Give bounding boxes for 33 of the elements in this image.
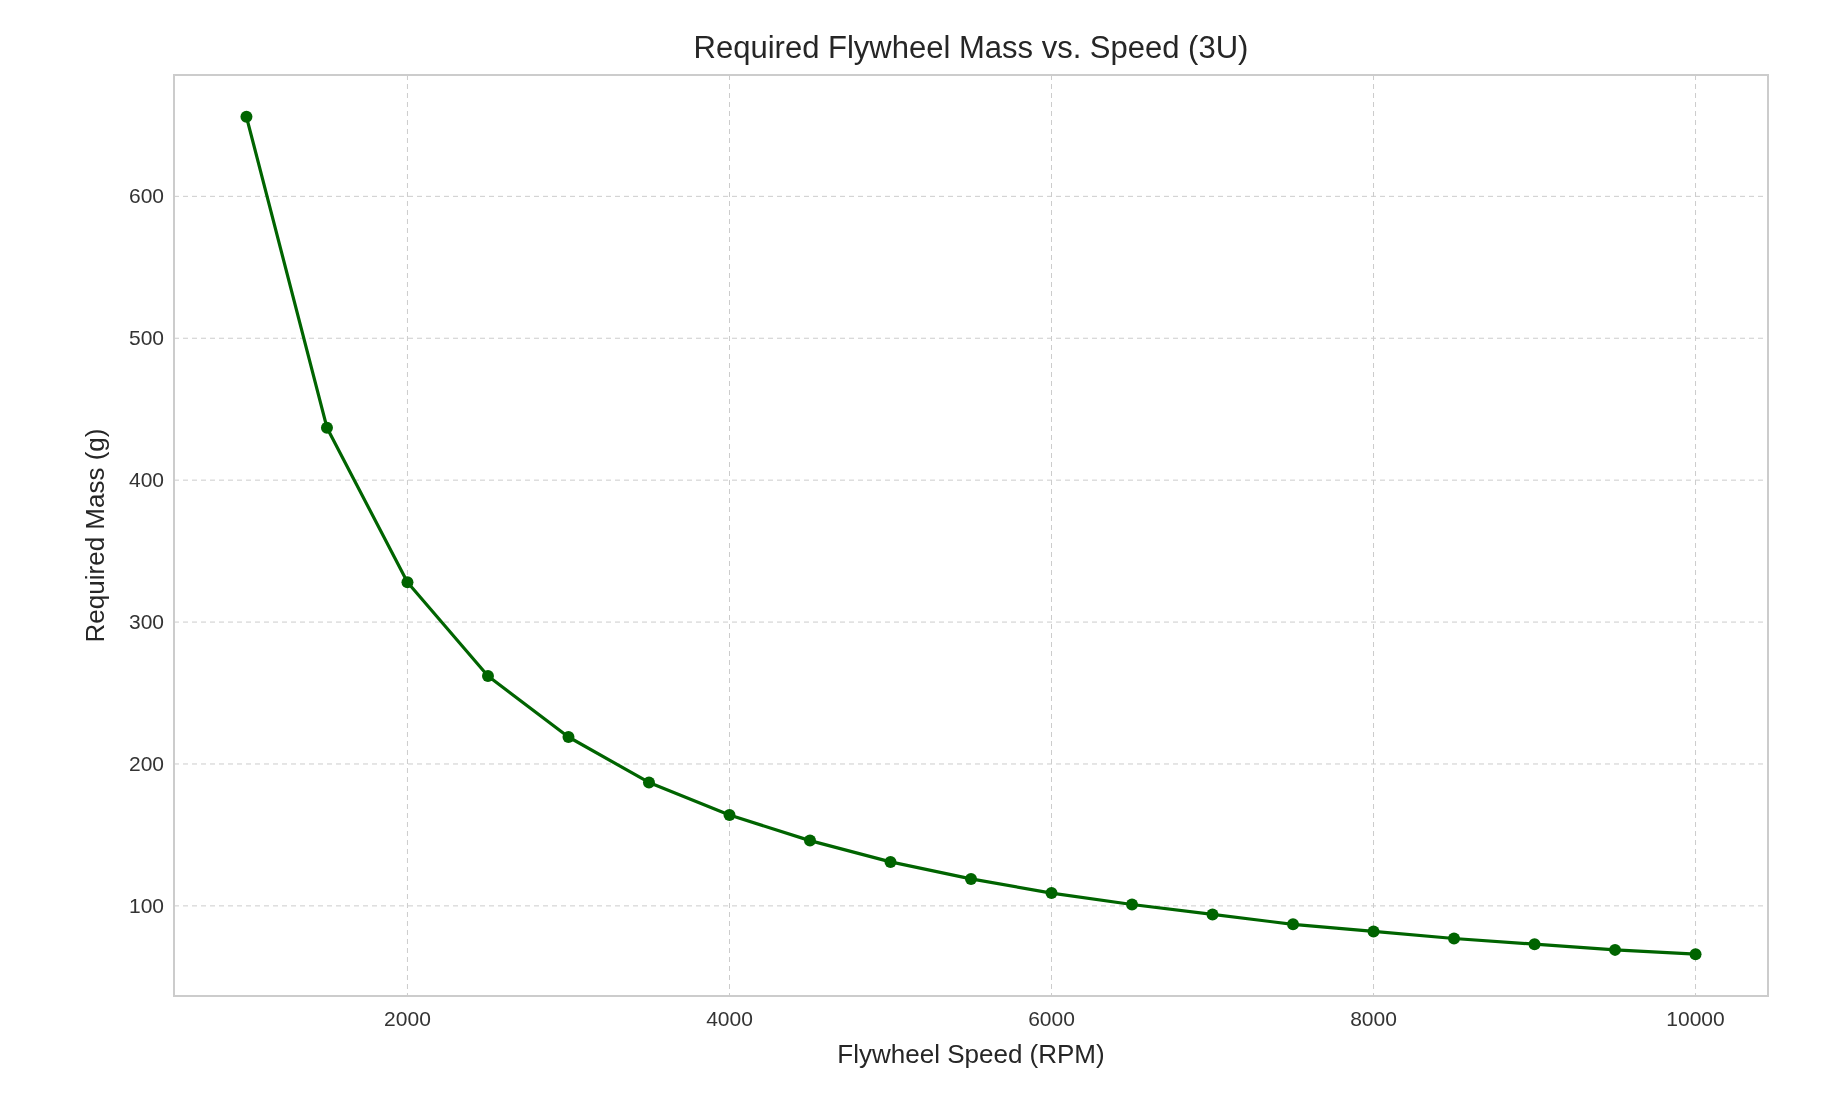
point — [965, 872, 977, 885]
point — [1609, 943, 1622, 956]
x-tick-label: 8000 — [1350, 1007, 1397, 1030]
point — [1367, 925, 1380, 938]
x-tick-label: 10000 — [1666, 1007, 1725, 1030]
point — [401, 576, 414, 589]
x-tick-label: 4000 — [706, 1007, 753, 1030]
point — [1126, 898, 1139, 911]
x-tick-label: 2000 — [384, 1007, 431, 1030]
point — [803, 834, 816, 847]
point — [1448, 932, 1461, 945]
point — [320, 421, 333, 434]
chart-title: Required Flywheel Mass vs. Speed (3U) — [693, 30, 1249, 65]
point — [642, 776, 655, 789]
x-tick-label: 6000 — [1028, 1007, 1075, 1030]
y-tick-label: 600 — [128, 184, 164, 208]
point — [723, 809, 736, 822]
y-tick-label: 300 — [128, 610, 164, 634]
point — [1045, 887, 1058, 900]
y-tick-label: 400 — [128, 468, 164, 492]
x-axis-title: Flywheel Speed (RPM) — [837, 1039, 1105, 1069]
y-tick-label: 200 — [128, 751, 164, 775]
point — [481, 669, 494, 682]
y-axis-title: Required Mass (g) — [80, 428, 110, 643]
point — [1206, 908, 1219, 921]
y-tick-label: 100 — [128, 893, 164, 917]
point — [1287, 918, 1300, 931]
point — [562, 731, 575, 744]
y-tick-label: 500 — [128, 326, 164, 350]
point — [884, 855, 897, 868]
point — [1528, 938, 1541, 951]
point — [240, 110, 253, 123]
point — [1689, 948, 1702, 961]
